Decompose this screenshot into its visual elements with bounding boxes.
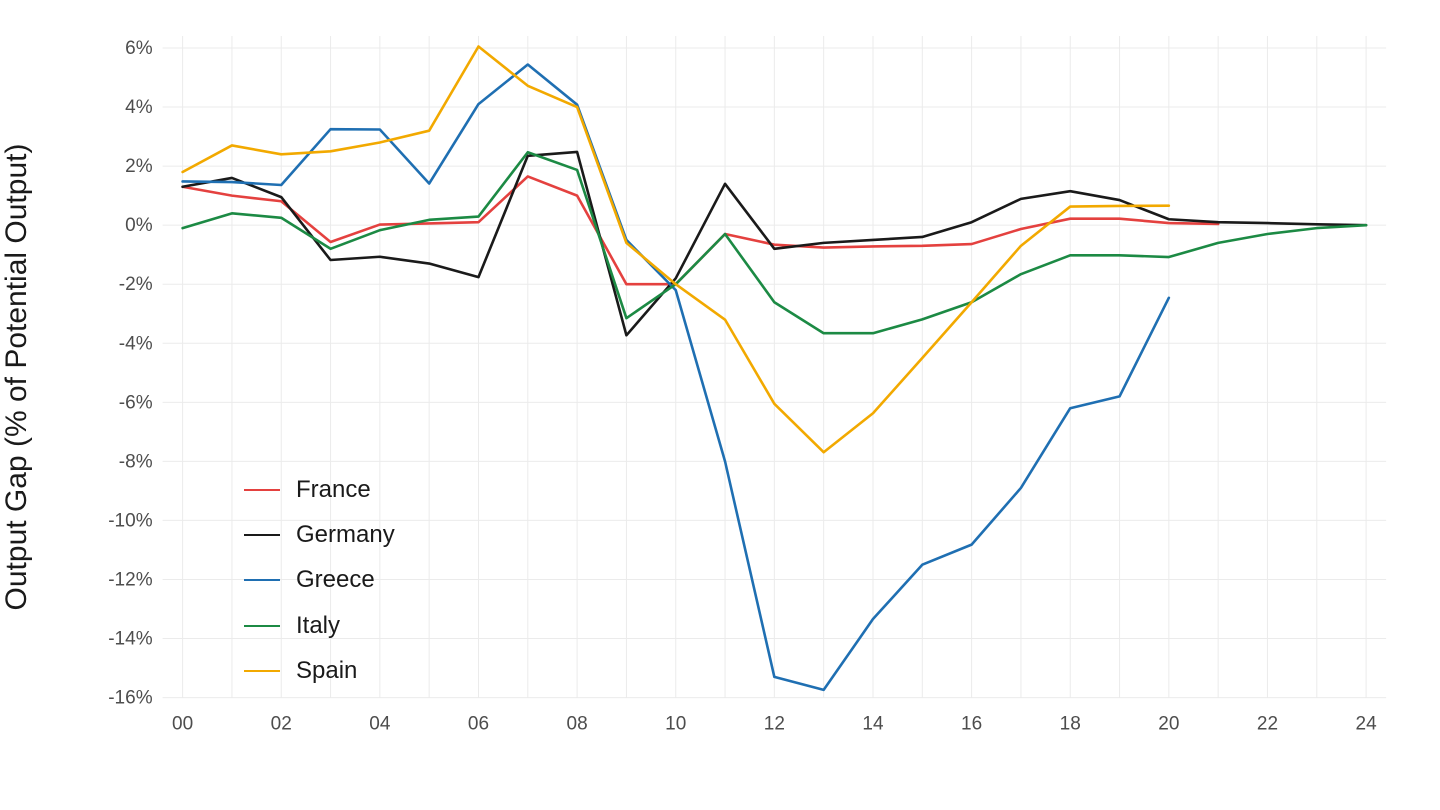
svg-text:02: 02 <box>271 714 292 735</box>
svg-text:10: 10 <box>665 714 686 735</box>
svg-text:2%: 2% <box>125 156 153 177</box>
svg-text:16: 16 <box>961 714 982 735</box>
svg-text:04: 04 <box>369 714 391 735</box>
svg-text:12: 12 <box>764 714 785 735</box>
svg-text:14: 14 <box>862 714 884 735</box>
svg-text:00: 00 <box>172 714 193 735</box>
svg-text:-10%: -10% <box>108 510 152 531</box>
svg-text:0%: 0% <box>125 215 153 236</box>
svg-text:4%: 4% <box>125 97 153 118</box>
svg-text:-14%: -14% <box>108 629 152 650</box>
svg-text:-6%: -6% <box>119 392 153 413</box>
svg-text:20: 20 <box>1158 714 1179 735</box>
svg-text:-12%: -12% <box>108 569 152 590</box>
svg-text:18: 18 <box>1060 714 1081 735</box>
svg-text:-8%: -8% <box>119 451 153 472</box>
svg-text:22: 22 <box>1257 714 1278 735</box>
svg-text:24: 24 <box>1356 714 1378 735</box>
svg-text:-2%: -2% <box>119 274 153 295</box>
svg-text:-4%: -4% <box>119 333 153 354</box>
svg-text:08: 08 <box>567 714 588 735</box>
svg-text:06: 06 <box>468 714 489 735</box>
svg-text:6%: 6% <box>125 38 153 59</box>
svg-text:-16%: -16% <box>108 688 152 709</box>
